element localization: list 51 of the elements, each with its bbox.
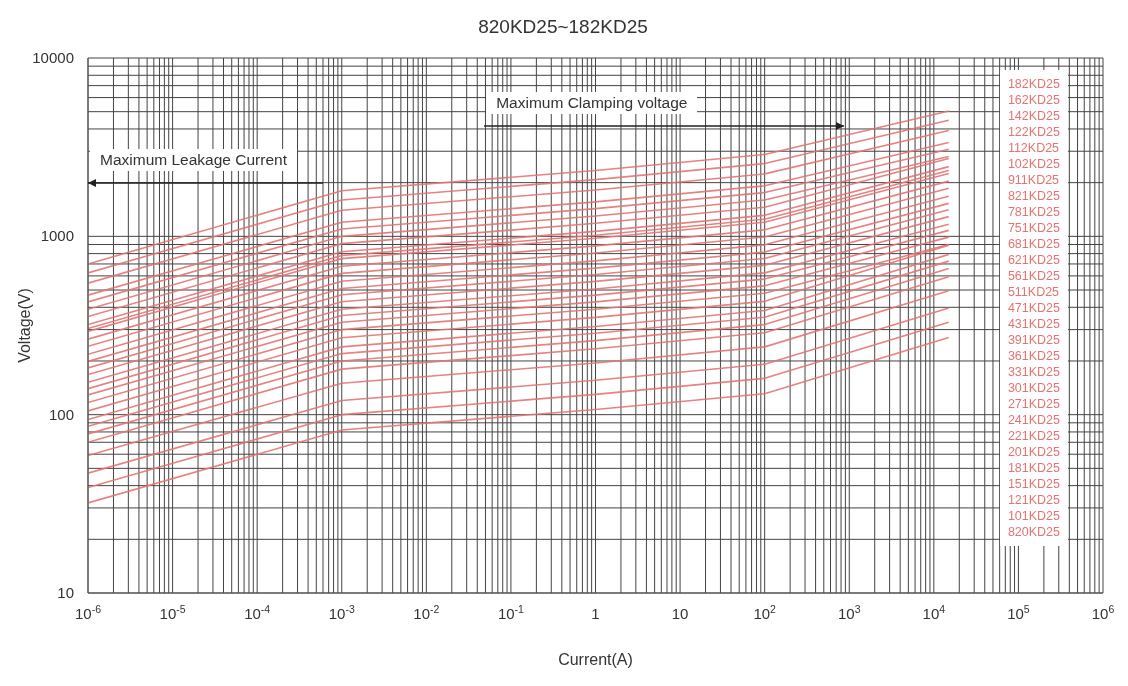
text: 561KD25 <box>1007 268 1060 284</box>
text: 471KD25 <box>1007 300 1060 316</box>
x-tick-label: 10$^{-4}$ <box>244 603 271 622</box>
text: 391KD25 <box>1007 332 1060 348</box>
text: 181KD25 <box>1007 460 1060 476</box>
text: 271KD25 <box>1007 396 1060 412</box>
text: 142KD25 <box>1007 108 1060 124</box>
x-tick-label: 10$^{5}$ <box>1007 603 1030 622</box>
text: 101KD25 <box>1007 508 1060 524</box>
x-tick-label: 10$^{-2}$ <box>413 603 440 622</box>
text: 182KD25 <box>1007 76 1060 92</box>
x-tick-label: 1 <box>591 605 600 622</box>
y-tick-label: 10 <box>57 584 74 601</box>
y-axis-title: Voltage(V) <box>15 288 33 363</box>
text: 151KD25 <box>1007 476 1060 492</box>
text: 911KD25 <box>1007 172 1060 188</box>
text: 820KD25 <box>1007 524 1060 540</box>
text: 102KD25 <box>1007 156 1060 172</box>
text: 241KD25 <box>1007 412 1060 428</box>
text: 751KD25 <box>1007 220 1060 236</box>
x-tick-label: 10$^{-6}$ <box>74 603 102 622</box>
annotation: Maximum Leakage Current <box>90 148 297 171</box>
x-tick-label: 10$^{2}$ <box>753 603 777 622</box>
text: 201KD25 <box>1007 444 1060 460</box>
x-tick-label: 10 <box>671 605 689 622</box>
text: 122KD25 <box>1007 124 1060 140</box>
text: 331KD25 <box>1007 364 1060 380</box>
x-tick-label: 10$^{4}$ <box>922 603 946 622</box>
text: 221KD25 <box>1007 428 1060 444</box>
text: 821KD25 <box>1007 188 1060 204</box>
text: 361KD25 <box>1007 348 1060 364</box>
x-tick-label: 10$^{6}$ <box>1091 603 1115 622</box>
text: 681KD25 <box>1007 236 1060 252</box>
x-axis-title: Current(A) <box>558 651 633 668</box>
x-tick-label: 10$^{3}$ <box>837 603 861 622</box>
text: 781KD25 <box>1007 204 1060 220</box>
chart-title: 820KD25~182KD25 <box>477 16 649 38</box>
y-tick-label: 1000 <box>40 227 74 245</box>
text: 511KD25 <box>1007 284 1060 300</box>
text: 112KD25 <box>1007 140 1060 156</box>
annotation: Maximum Clamping voltage <box>486 92 698 115</box>
text: 162KD25 <box>1007 92 1060 108</box>
text: 121KD25 <box>1007 492 1060 508</box>
x-tick-label: 10$^{-5}$ <box>159 603 186 622</box>
text: 621KD25 <box>1007 252 1060 268</box>
y-tick-label: 100 <box>48 405 74 423</box>
x-tick-label: 10$^{-1}$ <box>497 603 525 622</box>
x-tick-label: 10$^{-3}$ <box>328 603 355 622</box>
text: 431KD25 <box>1007 316 1060 332</box>
text: 301KD25 <box>1007 380 1060 396</box>
y-tick-label: 10000 <box>32 49 74 66</box>
